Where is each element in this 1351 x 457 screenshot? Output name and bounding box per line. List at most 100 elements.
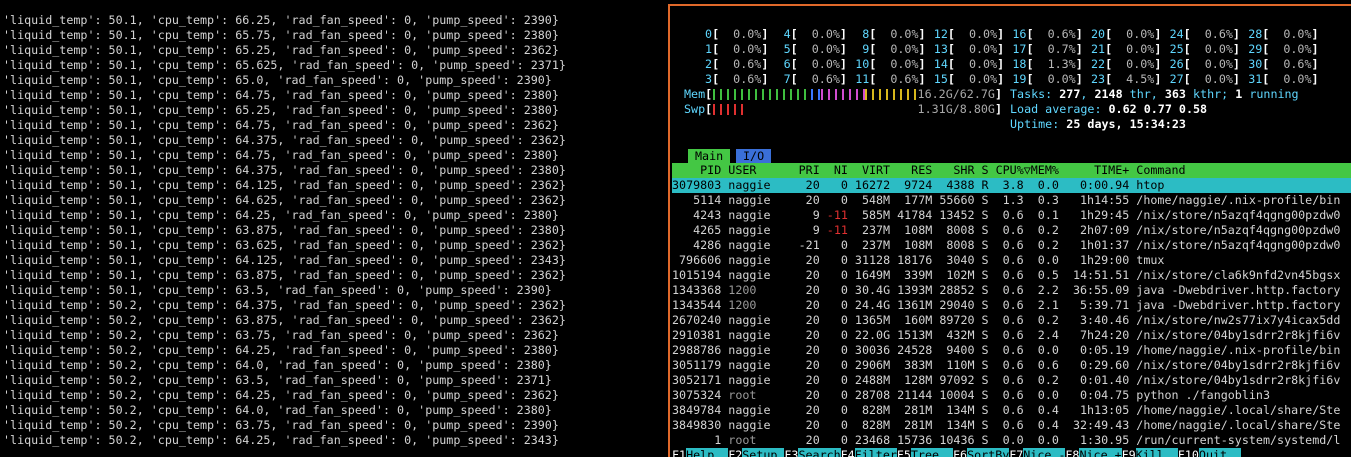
- htop-pane: 00.0%10.0%20.6%30.6%40.0%50.0%60.0%70.6%…: [668, 4, 1351, 457]
- process-row: 1015194 naggie 20 0 1649M 339M 102M S 0.6 0.5 14:5…: [672, 268, 1351, 283]
- cpu-meter: 11 0.6%: [855, 72, 927, 87]
- cpu-id: 30: [1248, 57, 1263, 71]
- key: F4: [840, 448, 855, 457]
- key-label: Quit: [1198, 448, 1242, 457]
- process-cell: /home/naggie/.local/share/Ste: [1136, 418, 1341, 432]
- log-line: 'liquid_temp': 50.1, 'cpu_temp': 64.625,…: [3, 193, 566, 207]
- process-cell: java -Dwebdriver.http.factory: [1136, 283, 1341, 297]
- mem-bar-segment: [821, 89, 865, 100]
- function-key[interactable]: F10Quit: [1178, 448, 1242, 457]
- key-label: Kill: [1135, 448, 1178, 457]
- process-cell: 1h29:00: [1080, 253, 1130, 267]
- cpu-percent: 0.6%: [1204, 27, 1233, 41]
- process-cell: 0.0: [1037, 253, 1059, 267]
- process-cell: 110M: [946, 358, 975, 372]
- process-cell: 0: [840, 298, 848, 312]
- function-key[interactable]: F7Nice -: [1009, 448, 1066, 457]
- cpu-percent: 0.0%: [1204, 72, 1233, 86]
- process-cell: naggie: [728, 238, 771, 252]
- swp-bar-segment: [713, 104, 743, 115]
- process-cell: 281M: [904, 418, 933, 432]
- process-cell: 0.2: [1037, 223, 1059, 237]
- log-line: 'liquid_temp': 50.2, 'cpu_temp': 64.375,…: [3, 298, 566, 312]
- process-cell: naggie: [728, 358, 771, 372]
- process-cell: 29040: [939, 298, 975, 312]
- mem-label: Mem: [684, 87, 712, 101]
- key-label: Nice -: [1023, 448, 1066, 457]
- process-cell: naggie: [728, 343, 771, 357]
- cpu-meter: 6 0.0%: [777, 57, 849, 72]
- process-cell: 8008: [946, 223, 975, 237]
- process-cell: 108M: [904, 223, 933, 237]
- cpu-bar: 0.0%: [1184, 57, 1240, 71]
- cpu-meter: 13 0.0%: [934, 42, 1006, 57]
- tasks-part: 2148: [1094, 87, 1123, 101]
- log-line: 'liquid_temp': 50.1, 'cpu_temp': 64.125,…: [3, 253, 566, 267]
- cpu-percent: 0.0%: [1126, 42, 1155, 56]
- process-cell: 0:04.75: [1080, 388, 1130, 402]
- function-key[interactable]: F5Tree: [897, 448, 954, 457]
- function-key[interactable]: F2Setup: [728, 448, 785, 457]
- function-key[interactable]: F9Kill: [1122, 448, 1178, 457]
- function-key[interactable]: F1Help: [672, 448, 729, 457]
- cpu-bar: 0.0%: [948, 72, 1004, 86]
- cpu-meter: 30 0.6%: [1248, 57, 1320, 72]
- cpu-percent: 0.0%: [733, 27, 762, 41]
- function-key[interactable]: F8Nice +: [1065, 448, 1122, 457]
- cpu-meter: 24 0.6%: [1170, 27, 1242, 42]
- process-cell: 3.8: [1002, 178, 1024, 192]
- key-label: Tree: [910, 448, 954, 457]
- process-cell: 1h29:45: [1080, 208, 1130, 222]
- process-cell: 3079803: [672, 178, 722, 192]
- cpu-id: 5: [783, 42, 791, 56]
- cpu-bar: 1.3%: [1026, 57, 1082, 71]
- process-cell: 1h14:55: [1080, 193, 1130, 207]
- process-cell: 3849784: [672, 403, 722, 417]
- cpu-id: 23: [1091, 72, 1106, 86]
- process-cell: 20: [805, 343, 820, 357]
- cpu-bar: 0.0%: [869, 27, 925, 41]
- process-cell: 55660: [939, 193, 975, 207]
- cpu-meter: 7 0.6%: [777, 72, 849, 87]
- column-header: PID USER PRI NI VIRT RES SHR S CPU%▽MEM% TIME+ Com…: [672, 163, 1351, 178]
- cpu-id: 29: [1248, 42, 1263, 56]
- column-name: S: [981, 163, 989, 177]
- cpu-meter: 9 0.0%: [855, 42, 927, 57]
- cpu-bar: 0.6%: [1262, 57, 1318, 71]
- process-cell: 20: [805, 298, 820, 312]
- function-key[interactable]: F6SortBy: [953, 448, 1009, 457]
- cpu-percent: 0.6%: [890, 72, 919, 86]
- process-cell: 108M: [904, 238, 933, 252]
- cpu-percent: 0.0%: [811, 27, 840, 41]
- sort-indicator: ▽: [1023, 163, 1031, 177]
- process-cell: 281M: [904, 403, 933, 417]
- cpu-id: 12: [933, 27, 948, 41]
- process-cell: S: [981, 388, 989, 402]
- process-cell: /nix/store/04by1sdrr2r8kjfi6v: [1136, 373, 1341, 387]
- process-cell: S: [981, 418, 989, 432]
- function-key[interactable]: F3Search: [784, 448, 841, 457]
- key: F7: [1009, 448, 1024, 457]
- process-cell: 160M: [904, 313, 933, 327]
- log-line: 'liquid_temp': 50.2, 'cpu_temp': 64.25, …: [3, 343, 559, 357]
- cpu-bar: 0.0%: [1262, 42, 1318, 56]
- process-row: 4243 naggie 9 -11 585M 41784 13452 S 0.6 0.1 1h29:…: [672, 208, 1351, 223]
- process-cell: 1343368: [672, 283, 722, 297]
- process-cell: naggie: [728, 403, 771, 417]
- process-cell: 1361M: [897, 298, 933, 312]
- column-name: TIME+: [1094, 163, 1130, 177]
- process-cell: S: [981, 283, 989, 297]
- process-cell: 0.6: [1002, 418, 1024, 432]
- function-key[interactable]: F4Filter: [841, 448, 897, 457]
- cpu-bar: 0.0%: [791, 42, 847, 56]
- process-cell: 2910381: [672, 328, 722, 342]
- log-line: 'liquid_temp': 50.2, 'cpu_temp': 64.0, '…: [3, 358, 552, 372]
- tasks-part: running: [1242, 87, 1299, 101]
- process-cell: 8008: [946, 238, 975, 252]
- process-cell: tmux: [1136, 253, 1165, 267]
- key: F2: [728, 448, 743, 457]
- cpu-meter: 16 0.6%: [1012, 27, 1084, 42]
- process-cell: 9: [812, 223, 820, 237]
- process-cell: 1393M: [897, 283, 933, 297]
- process-cell: 7h24:20: [1080, 328, 1130, 342]
